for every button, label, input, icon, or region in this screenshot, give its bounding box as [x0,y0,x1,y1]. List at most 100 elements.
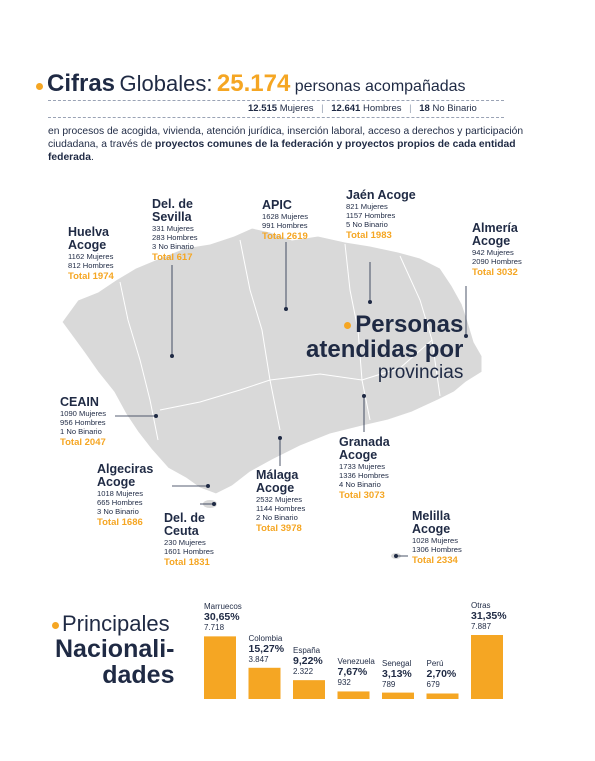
entity-line: 1336 Hombres [339,471,389,480]
entity-line: 1018 Mujeres [97,489,144,498]
nobinario-label: No Binario [432,103,477,114]
mujeres-label: Mujeres [279,103,314,114]
total-suffix: personas acompañadas [294,78,466,95]
entity-line: 1144 Hombres [256,504,306,513]
entity-total: Total 3073 [339,490,385,501]
bar-label: Venezuela 7,67% 932 [338,657,375,687]
title-rest: Globales: [119,71,213,96]
entity-line: 2 No Binario [256,513,298,522]
nobinario-count: 18 [419,103,430,114]
andalucia-shape [61,227,483,495]
entity-total: Total 1831 [164,557,210,568]
entity-huelva-acoge: Huelva Acoge 1162 Mujeres 812 Hombres To… [68,225,148,282]
entity-line: 942 Mujeres [472,248,514,257]
bar-category: Venezuela [337,657,375,667]
bar-label: Senegal 3,13% 789 [382,659,412,689]
bar-percent: 3,13% [382,667,412,680]
bar-count: 789 [382,679,396,689]
entity-total: Total 2047 [60,437,106,448]
entity-name: Huelva Acoge [68,225,109,252]
bar-label: Marruecos 30,65% 7.718 [204,602,242,632]
description-plain: en procesos de acogida, vivienda, atenci… [48,126,524,150]
bar-percent: 31,35% [471,610,507,622]
entity-granada-acoge: Granada Acoge 1733 Mujeres 1336 Hombres … [339,435,411,501]
bar-percent: 9,22% [293,655,323,668]
nationalities-title: Principales Nacionali- dades [52,612,174,688]
entity-line: 1 No Binario [60,427,102,436]
entity-total: Total 1974 [68,271,114,282]
bar-category: Colombia [248,633,283,643]
bullet-dot-icon [36,83,43,91]
entity-almeria-acoge: Almería Acoge 942 Mujeres 2090 Hombres T… [472,222,542,278]
title-bold: Cifras [47,70,116,97]
entity-line: 812 Hombres [68,261,114,270]
entity-name: CEAIN [60,395,99,409]
entity-name: Granada Acoge [339,435,390,462]
map-points [154,300,468,558]
entity-name: Jaén Acoge [346,188,416,202]
description-text: en procesos de acogida, vivienda, atenci… [48,125,553,164]
entity-total: Total 1686 [97,517,143,528]
bar-category: Perú [426,659,444,669]
hombres-count: 12.641 [331,103,361,114]
entity-line: 331 Mujeres [152,224,194,233]
entity-line: 1733 Mujeres [339,462,386,471]
description-end: . [90,152,94,163]
entity-line: 3 No Binario [152,242,194,251]
entity-name: Málaga Acoge [256,468,299,495]
bullet-dot-icon [344,322,352,330]
entity-line: 3 No Binario [97,507,139,516]
mujeres-count: 12.515 [248,103,278,114]
entity-name: Del. de Ceuta [164,511,205,538]
entity-total: Total 2334 [412,555,458,566]
nat-title-line1: Principales [62,611,170,636]
bar-count: 679 [426,680,440,690]
gender-breakdown: 12.515 Mujeres | 12.641 Hombres | 18 No … [248,103,477,114]
entity-line: 5 No Binario [346,220,388,229]
entity-del-sevilla: Del. de Sevilla 331 Mujeres 283 Hombres … [152,197,222,263]
entity-total: Total 3032 [472,267,518,278]
map-title-line3: provincias [377,362,464,383]
entity-line: 2090 Hombres [472,257,522,266]
entity-line: 821 Mujeres [346,202,388,211]
map-title-line1: Personas [355,311,464,338]
entity-jaen-acoge: Jaén Acoge 821 Mujeres 1157 Hombres 5 No… [346,188,416,241]
entity-total: Total 617 [152,252,193,263]
entity-total: Total 2619 [262,231,308,242]
bar-count: 7.887 [471,622,492,631]
province-borders [119,239,441,441]
bar-percent: 15,27% [248,642,285,655]
entity-line: 956 Hombres [60,418,106,427]
separator: | [409,103,412,114]
entity-algeciras-acoge: Algeciras Acoge 1018 Mujeres 665 Hombres… [97,462,173,528]
entity-line: 283 Hombres [152,233,198,242]
bar-venezuela [337,691,370,699]
bar-percent: 7,67% [337,666,368,679]
bar-label: España 9,22% 2.322 [293,646,323,676]
bar-count: 7.718 [204,623,225,633]
header-divider [48,100,504,101]
entity-del-ceuta: Del. de Ceuta 230 Mujeres 1601 Hombres T… [164,511,234,568]
separator: | [321,103,324,114]
entity-line: 2532 Mujeres [256,495,303,504]
entity-line: 1090 Mujeres [60,409,107,418]
leader-lines [115,242,467,557]
bar-percent: 30,65% [204,611,240,624]
bar-category: Senegal [382,658,412,668]
bar-españa [293,680,325,699]
bar-marruecos [204,636,236,699]
entity-line: 1601 Hombres [164,547,214,556]
nat-title-line2: Nacionali- [55,635,175,663]
entity-apic: APIC 1628 Mujeres 991 Hombres Total 2619 [262,199,342,242]
entity-name: Melilla Acoge [412,509,451,536]
bar-count: 932 [337,678,351,688]
bar-senegal [382,692,414,699]
bar-colombia [248,667,281,699]
bar-category: España [293,646,321,656]
entity-name: Algeciras Acoge [97,462,154,489]
hombres-label: Hombres [362,103,402,114]
entity-name: Del. de Sevilla [152,197,193,224]
entity-malaga-acoge: Málaga Acoge 2532 Mujeres 1144 Hombres 2… [256,468,328,534]
